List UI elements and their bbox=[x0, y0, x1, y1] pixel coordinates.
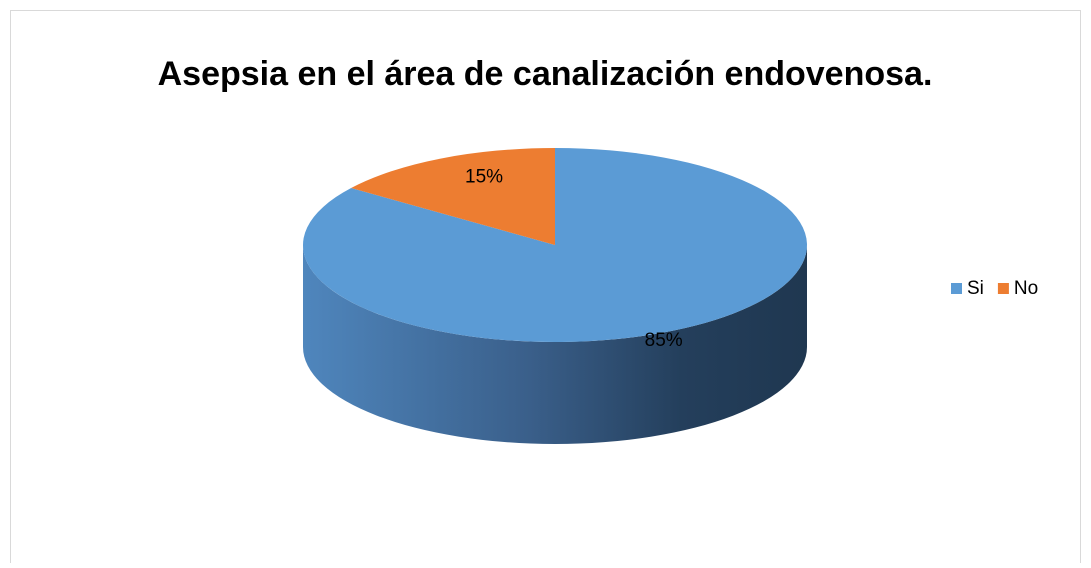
pie-slice bbox=[351, 148, 555, 245]
legend-swatch bbox=[997, 283, 1009, 294]
data-label: 85% bbox=[645, 330, 683, 351]
pie: 85% 15% bbox=[302, 148, 807, 444]
legend-label: Si bbox=[967, 278, 984, 299]
data-label: 15% bbox=[465, 166, 503, 187]
pie-side bbox=[303, 245, 807, 444]
legend-swatch bbox=[951, 283, 962, 294]
legend: Si No bbox=[951, 278, 1038, 299]
legend-label: No bbox=[1014, 278, 1038, 299]
chart-title: Asepsia en el área de canalización endov… bbox=[158, 55, 933, 93]
